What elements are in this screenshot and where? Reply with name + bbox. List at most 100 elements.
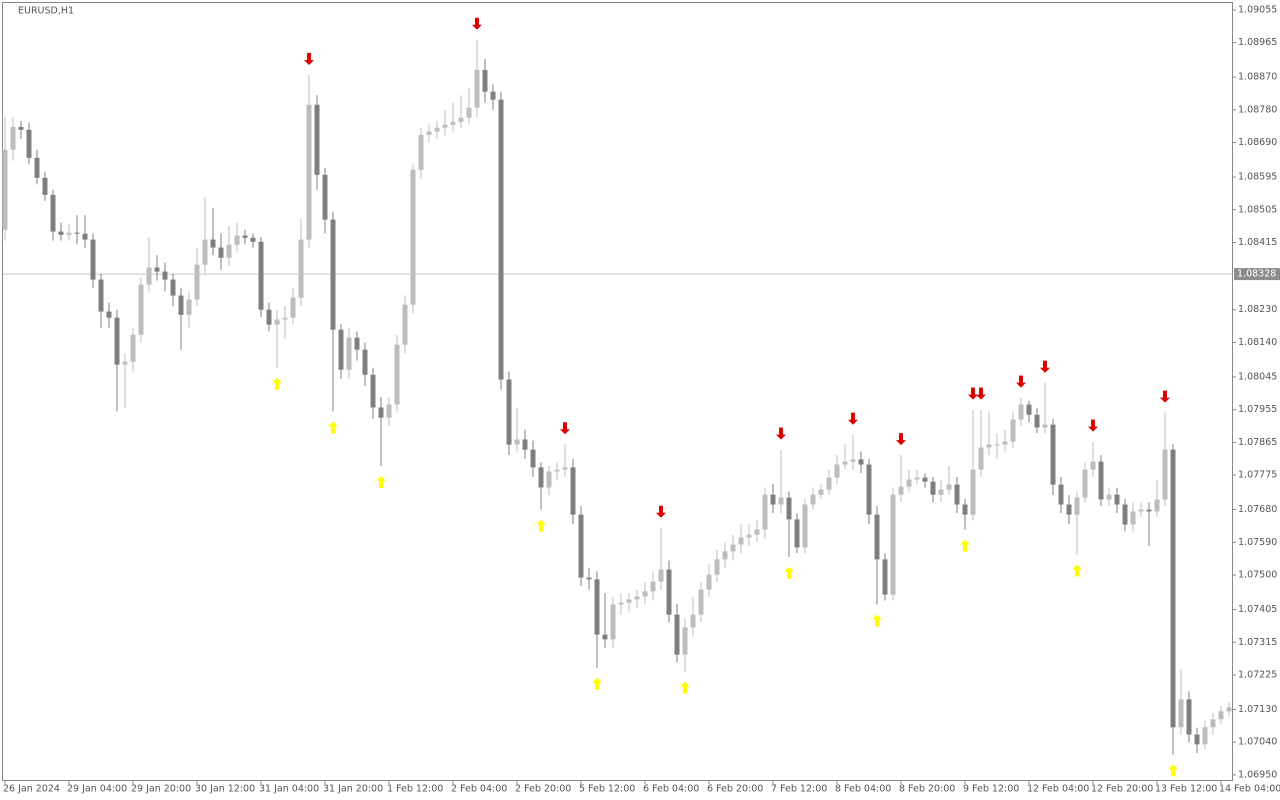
candle-body [842, 461, 848, 465]
candle-body [1114, 494, 1120, 505]
candle-body [658, 569, 664, 582]
candle-body [266, 309, 272, 325]
candle-body [1170, 449, 1176, 728]
candle-body [914, 477, 920, 480]
candle-body [426, 131, 432, 135]
candle-body [514, 439, 520, 445]
y-tick-label: 1.07315 [1238, 637, 1277, 648]
candle-body [1178, 699, 1184, 728]
candle-body [794, 519, 800, 548]
candle-body [810, 494, 816, 505]
x-tick-label: 13 Feb 12:00 [1155, 784, 1217, 795]
buy-arrow [1168, 764, 1178, 777]
buy-arrow [960, 539, 970, 552]
candle-body [1130, 511, 1136, 525]
candle-body [362, 349, 368, 375]
candle-body [682, 627, 688, 655]
y-tick-label: 1.07225 [1238, 669, 1277, 680]
current-price-label: 1.08328 [1237, 269, 1276, 280]
candle-body [274, 319, 280, 325]
candle-body [1122, 504, 1128, 525]
buy-arrow [328, 421, 338, 434]
candle-body [1186, 699, 1192, 735]
candle-body [1074, 497, 1080, 515]
candle-body [26, 129, 32, 158]
candle-body [874, 514, 880, 560]
candle-body [458, 117, 464, 122]
sell-arrow [472, 17, 482, 30]
y-tick-label: 1.07955 [1238, 404, 1277, 415]
x-tick-label: 2 Feb 20:00 [515, 784, 571, 795]
candle-body [746, 534, 752, 538]
x-tick-label: 8 Feb 04:00 [835, 784, 891, 795]
candle-body [298, 239, 304, 298]
candle-body [642, 591, 648, 597]
candle-body [858, 459, 864, 465]
candle-body [954, 484, 960, 505]
candle-body [154, 267, 160, 272]
sell-arrow [848, 412, 858, 425]
candle-body [898, 486, 904, 495]
y-tick-label: 1.06950 [1238, 769, 1277, 780]
candle-body [946, 484, 952, 490]
candle-body [562, 467, 568, 470]
candle-body [282, 317, 288, 320]
candle-body [1146, 509, 1152, 512]
candle-body [818, 489, 824, 495]
candle-body [1066, 504, 1072, 515]
candle-body [754, 529, 760, 535]
candle-body [1010, 419, 1016, 442]
y-tick-label: 1.08140 [1238, 337, 1277, 348]
candle-body [490, 91, 496, 100]
candle-body [306, 104, 312, 240]
sell-arrow [976, 387, 986, 400]
y-tick-label: 1.07865 [1238, 437, 1277, 448]
x-tick-label: 7 Feb 12:00 [771, 784, 827, 795]
candle-body [610, 604, 616, 640]
candle-body [210, 239, 216, 248]
candle-body [146, 267, 152, 285]
y-tick-label: 1.08780 [1238, 104, 1277, 115]
candle-body [50, 194, 56, 232]
candle-body [2, 149, 8, 230]
buy-arrow [872, 614, 882, 627]
candle-body [882, 559, 888, 595]
candle-body [98, 279, 104, 312]
sell-arrow [1016, 375, 1026, 388]
candle-body [890, 494, 896, 595]
candle-body [394, 344, 400, 405]
sell-arrow [560, 422, 570, 435]
candle-body [1090, 461, 1096, 470]
candle-body [498, 99, 504, 380]
candle-body [138, 284, 144, 335]
candle-body [738, 537, 744, 545]
candle-body [258, 241, 264, 310]
candle-body [698, 589, 704, 615]
sell-arrow [968, 387, 978, 400]
y-tick-label: 1.08870 [1238, 72, 1277, 83]
candle-body [626, 599, 632, 603]
candle-body [826, 477, 832, 490]
candle-body [690, 614, 696, 628]
x-tick-label: 30 Jan 12:00 [195, 784, 255, 795]
candle-body [1050, 424, 1056, 485]
candle-body [242, 235, 248, 238]
candle-body [194, 264, 200, 300]
candle-body [1202, 727, 1208, 745]
candle-body [338, 329, 344, 370]
candle-body [1162, 449, 1168, 500]
x-tick-label: 31 Jan 04:00 [259, 784, 319, 795]
candle-body [938, 489, 944, 495]
y-tick-label: 1.08965 [1238, 37, 1277, 48]
chart-frame [2, 2, 1233, 781]
candle-body [402, 304, 408, 345]
candle-body [106, 311, 112, 318]
candle-body [1218, 711, 1224, 720]
candle-body [1226, 707, 1232, 712]
candle-body [1154, 499, 1160, 512]
x-tick-label: 29 Jan 04:00 [67, 784, 127, 795]
candle-body [554, 469, 560, 472]
candle-body [474, 69, 480, 108]
sell-arrow [656, 505, 666, 518]
candle-body [234, 235, 240, 245]
